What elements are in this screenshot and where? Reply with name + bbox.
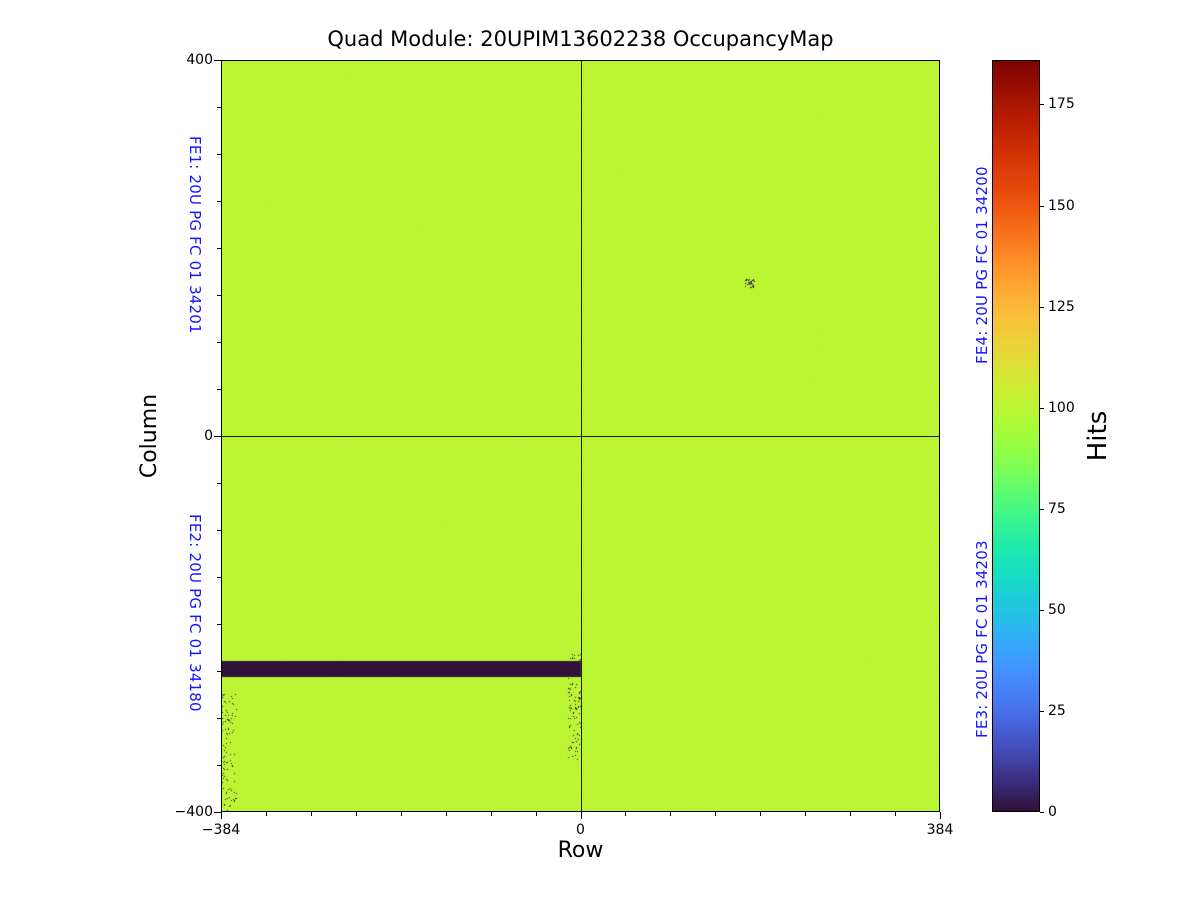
colorbar-tick [1040,812,1044,813]
annotation-fe2: FE2: 20U PG FC 01 34180 [186,514,204,712]
y-tick-minor [217,201,221,202]
colorbar-tick-label: 50 [1048,601,1066,618]
y-tick-minor [217,765,221,766]
quadrant-divider-horizontal [222,436,939,437]
page-title: Quad Module: 20UPIM13602238 OccupancyMap [327,27,834,51]
colorbar-gradient [993,61,1039,811]
y-tick-label: −400 [174,804,213,820]
x-tick-minor [805,812,807,816]
y-tick-minor [217,624,221,625]
y-tick-minor [217,530,221,531]
colorbar-tick [1040,104,1044,106]
x-tick-minor [850,812,852,816]
x-tick-minor [535,812,537,816]
x-tick-minor [355,812,357,816]
y-tick-minor [217,107,221,108]
x-tick-label: 0 [576,822,585,838]
colorbar-tick-label: 125 [1048,298,1075,315]
colorbar-tick-label: 75 [1048,500,1066,517]
annotation-fe3: FE3: 20U PG FC 01 34203 [973,540,991,738]
x-tick-minor [895,812,897,816]
colorbar-tick-label: 25 [1048,702,1066,719]
y-tick-label: 400 [186,52,213,68]
y-tick-minor [217,671,221,672]
x-tick-major [940,812,941,819]
annotation-fe4: FE4: 20U PG FC 01 34200 [973,166,991,364]
x-tick-label: −384 [201,822,241,838]
x-tick-major [580,812,582,819]
x-axis-title: Row [557,838,604,863]
colorbar-tick-label: 150 [1048,197,1075,214]
y-tick-minor [217,718,221,719]
annotation-fe1: FE1: 20U PG FC 01 34201 [186,136,204,334]
colorbar-tick [1040,205,1044,207]
x-tick-minor [400,812,402,816]
colorbar-tick [1040,609,1044,611]
y-tick-major [214,436,221,437]
colorbar-tick [1040,508,1044,510]
colorbar-tick [1040,710,1044,712]
heatmap-axes[interactable] [221,60,940,812]
y-tick-minor [217,577,221,578]
colorbar-tick-label: 100 [1048,399,1075,416]
x-tick-minor [445,812,447,816]
y-tick-minor [217,295,221,296]
colorbar-tick [1040,306,1044,308]
x-tick-minor [265,812,267,816]
y-tick-minor [217,389,221,390]
colorbar-title: Hits [1083,410,1113,462]
x-tick-label: 384 [926,822,954,838]
x-tick-minor [625,812,627,816]
x-tick-major [221,812,222,819]
colorbar-tick-label: 175 [1048,96,1075,113]
y-tick-minor [217,248,221,249]
y-axis-title: Column [137,393,162,479]
x-tick-minor [490,812,492,816]
x-tick-minor [670,812,672,816]
y-tick-major [214,60,221,61]
x-tick-minor [310,812,312,816]
y-tick-minor [217,154,221,155]
y-tick-minor [217,483,221,484]
colorbar-tick-label: 0 [1048,804,1057,820]
y-tick-label: 0 [204,428,213,444]
colorbar-frame [992,60,1040,812]
colorbar[interactable]: 0 25 50 75 100 125 150 175 [992,60,1075,820]
colorbar-tick [1040,407,1044,409]
y-tick-major [214,812,221,813]
y-tick-minor [217,342,221,343]
x-tick-minor [715,812,717,816]
x-tick-minor [760,812,762,816]
